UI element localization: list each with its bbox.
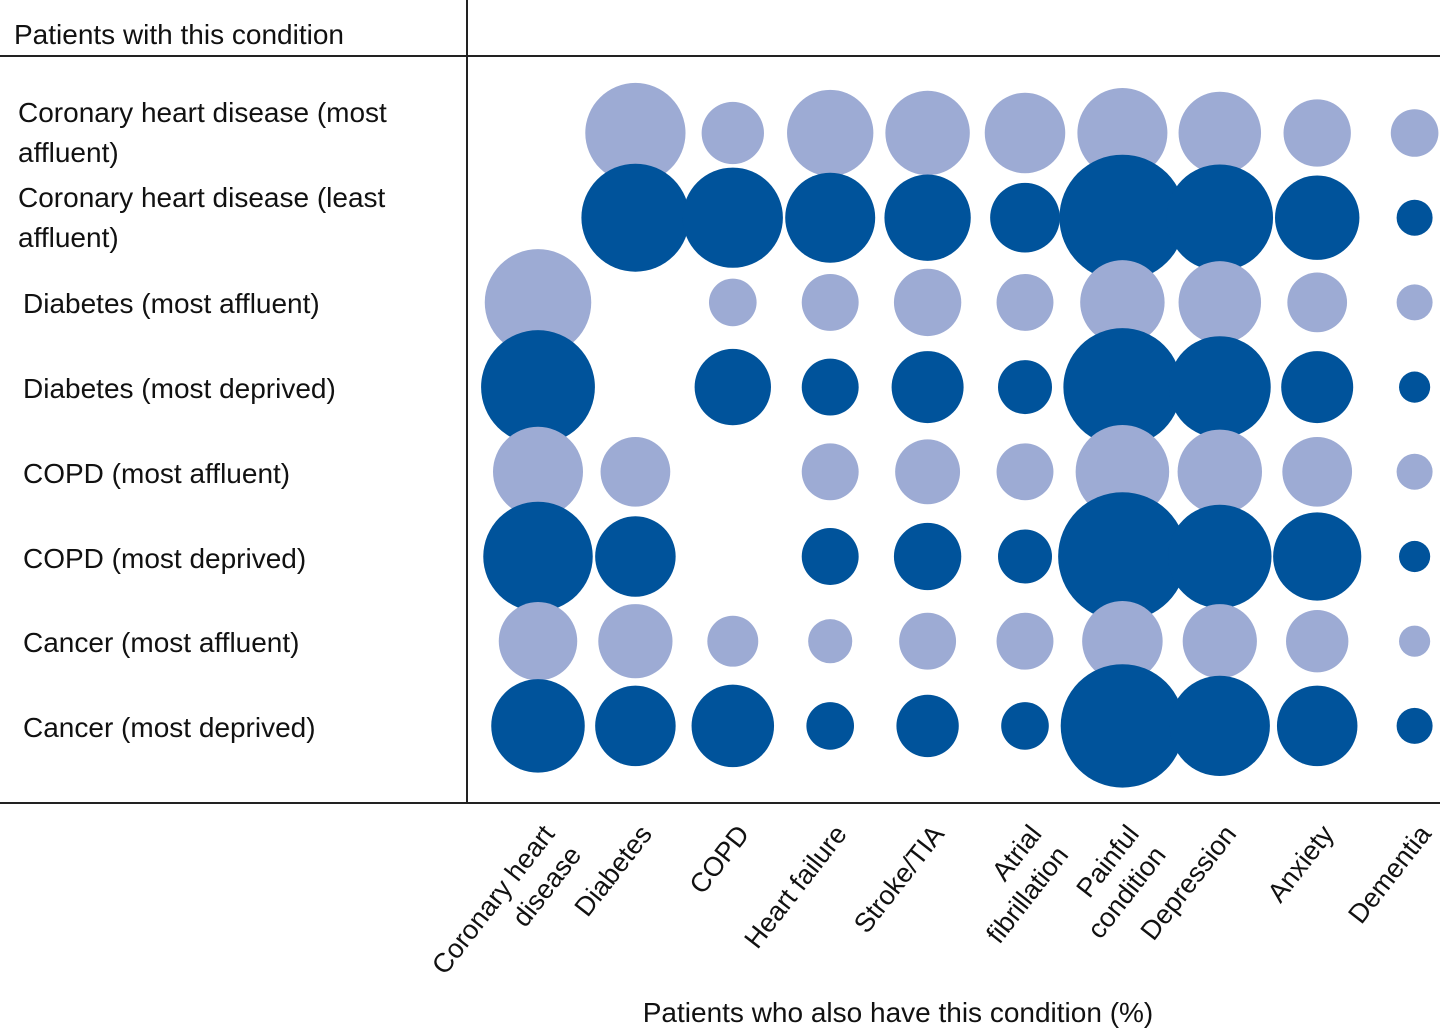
bubble (990, 182, 1060, 253)
x-tick-label: Dementia (1342, 819, 1437, 929)
bubble (899, 612, 957, 670)
bubble (484, 249, 592, 356)
bubble (691, 684, 775, 768)
bubble (806, 702, 855, 750)
bubble (595, 685, 676, 767)
row-label: COPD (most affluent) (23, 457, 291, 489)
bubble (801, 358, 859, 416)
bubble (1286, 610, 1349, 673)
bubble (1169, 675, 1270, 777)
bubble (600, 436, 671, 507)
x-tick-label: COPD (684, 820, 756, 900)
row-label: COPD (most deprived) (23, 542, 307, 574)
bubble (1273, 512, 1362, 601)
bubble (787, 89, 874, 177)
bubble (1396, 199, 1433, 236)
bubble (1182, 604, 1257, 679)
bubble (491, 679, 585, 773)
x-tick-label: Heart failure (738, 820, 852, 954)
bubble (1058, 492, 1187, 621)
bubble (1399, 540, 1431, 573)
bubble (1059, 154, 1186, 281)
bubble (1287, 272, 1348, 333)
row-label: Cancer (most deprived) (23, 711, 316, 743)
bubble (1390, 109, 1439, 157)
bubble (884, 174, 971, 261)
bubble (1082, 600, 1163, 682)
bubble (1001, 702, 1049, 750)
bubble (483, 501, 593, 612)
bubble (801, 273, 859, 331)
bubble (581, 163, 690, 272)
bubble (1060, 664, 1185, 788)
header: Patients with this condition (14, 19, 344, 50)
row-label: Diabetes (most affluent) (23, 288, 320, 320)
bubble (895, 439, 961, 505)
bubble (801, 528, 859, 585)
bubble (682, 167, 783, 268)
bubble (1080, 260, 1165, 345)
bubble (585, 82, 686, 184)
bubble (801, 443, 859, 501)
bubble (1077, 88, 1168, 178)
bubble (996, 273, 1054, 331)
bubble (891, 351, 964, 424)
bubble (984, 92, 1066, 174)
bubble (896, 694, 959, 758)
bubble (996, 612, 1054, 670)
bubble (1166, 164, 1274, 271)
bubble (1177, 429, 1263, 515)
bubble (1399, 371, 1431, 403)
bubble (1396, 707, 1433, 744)
bubble (595, 516, 676, 597)
bubble (1282, 436, 1353, 507)
bubble (1178, 261, 1262, 344)
bubble (498, 601, 578, 681)
bubble (808, 619, 853, 664)
bubble (481, 330, 595, 445)
bubble (1168, 504, 1272, 609)
bubble (1063, 328, 1182, 447)
x-tick-label: Stroke/TIA (848, 820, 950, 939)
bubble (998, 529, 1052, 584)
bubble (1283, 99, 1351, 167)
bubble (1396, 453, 1433, 490)
bubble (1396, 284, 1433, 321)
bubble (1276, 685, 1358, 767)
bubble (1274, 175, 1360, 260)
bubble (1178, 91, 1262, 175)
bubble (1075, 425, 1170, 519)
row-label: Diabetes (most deprived) (23, 373, 336, 405)
bubble (1168, 336, 1271, 439)
bubble (701, 101, 764, 165)
bubble (1399, 625, 1431, 657)
x-tick-label: Anxiety (1262, 819, 1340, 908)
x-axis-title: Patients who also have this condition (%… (643, 997, 1154, 1028)
x-tick-label: Atrialfibrillation (954, 820, 1075, 949)
bubble (885, 90, 970, 176)
bubble (1281, 351, 1354, 424)
bubble (493, 426, 583, 517)
bubble (785, 172, 876, 263)
row-label: Coronary heart disease (most affluent) (18, 97, 387, 168)
bubble (996, 443, 1054, 501)
x-tick-label: Diabetes (569, 820, 658, 922)
bubble (708, 278, 757, 327)
x-tick-label: Coronary heartdisease (426, 819, 588, 1001)
bubble (893, 522, 962, 591)
bubble (998, 360, 1052, 415)
bubble (598, 604, 673, 679)
row-label: Cancer (most affluent) (23, 627, 300, 659)
bubble (694, 348, 771, 426)
row-label: Coronary heart disease (least affluent) (18, 181, 386, 253)
bubble (707, 615, 759, 667)
bubble (893, 268, 962, 337)
